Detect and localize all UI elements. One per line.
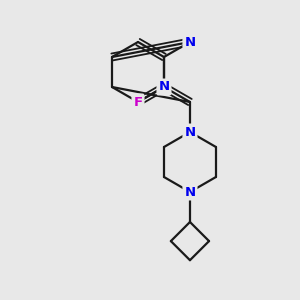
Text: N: N xyxy=(184,35,196,49)
Text: N: N xyxy=(184,185,196,199)
Text: N: N xyxy=(158,80,169,94)
Text: N: N xyxy=(184,125,196,139)
Text: F: F xyxy=(134,95,142,109)
